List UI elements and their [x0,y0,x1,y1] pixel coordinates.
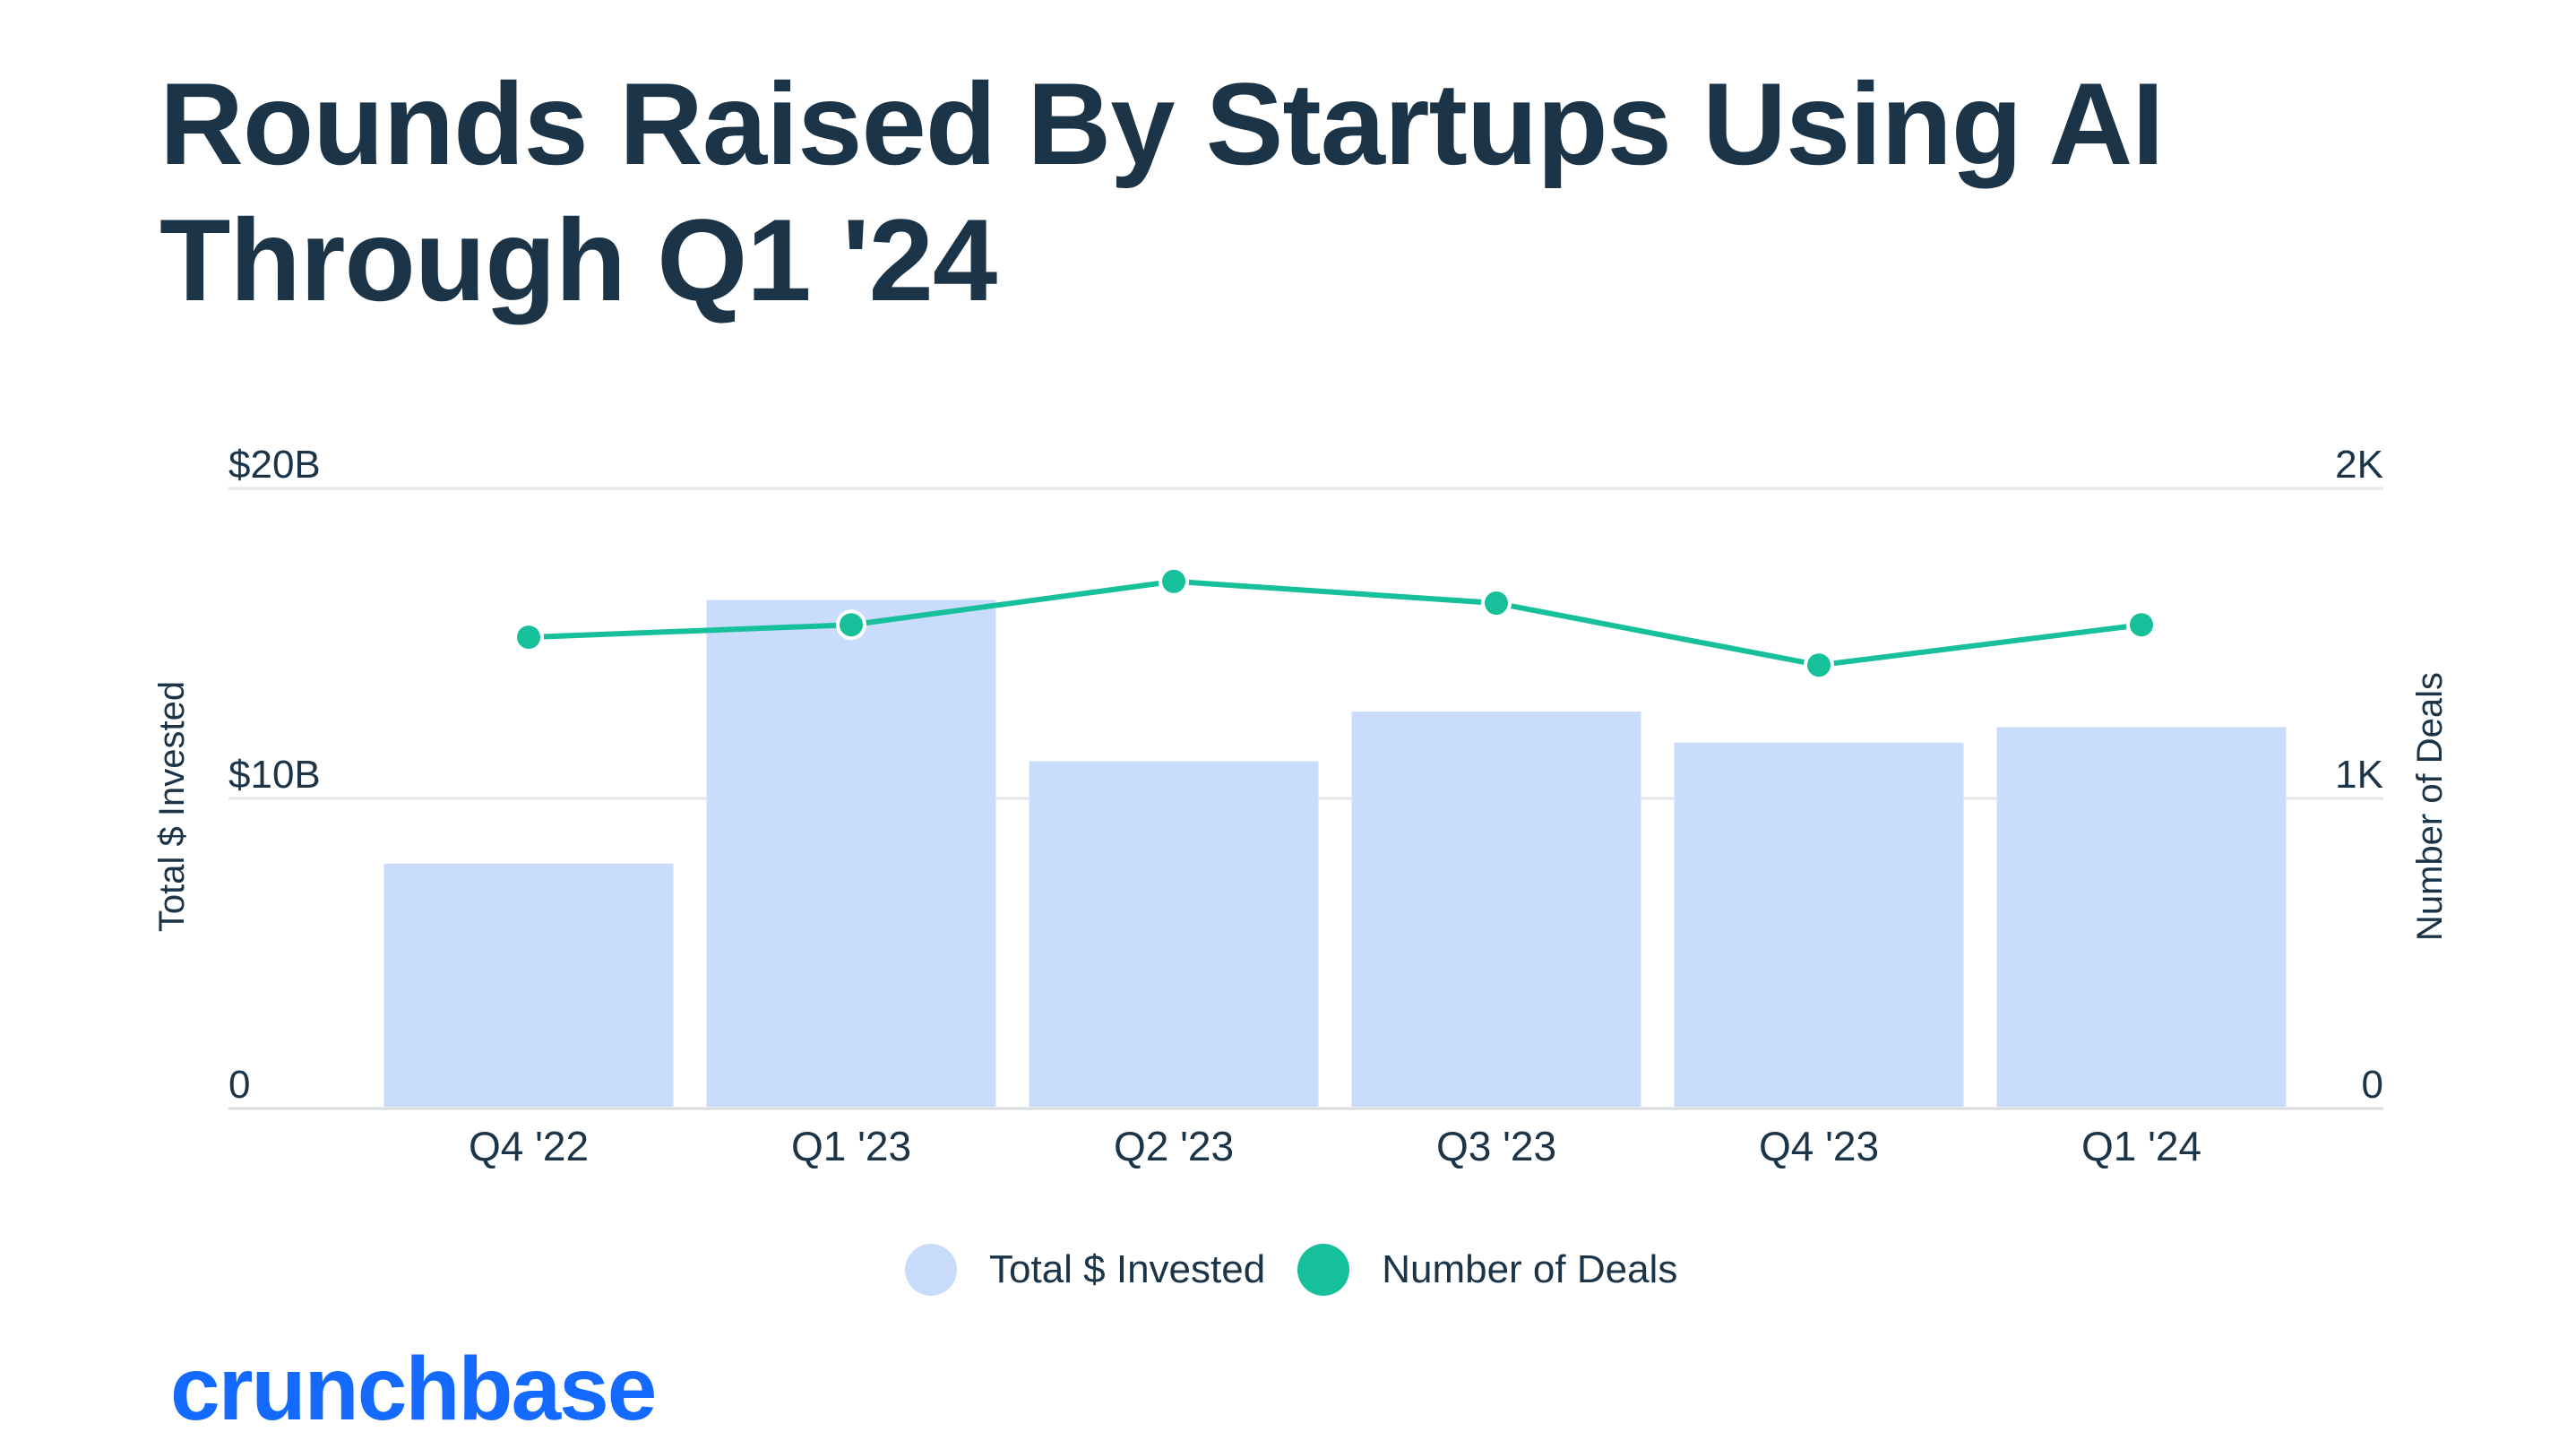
legend-swatch-bar [905,1244,957,1296]
legend-item-bar-series: Total $ Invested [905,1244,1265,1296]
bar-total-invested [1029,761,1319,1107]
x-tick-label: Q4 '23 [1759,1123,1879,1169]
legend-label-bar-series: Total $ Invested [989,1247,1266,1291]
y2-tick-label: 2K [2335,443,2383,487]
chart-title: Rounds Raised By Startups Using AI Throu… [159,58,2165,325]
point-number-of-deals [513,622,544,653]
x-tick-label: Q1 '24 [2081,1123,2201,1169]
bar-total-invested [1674,742,1964,1107]
x-tick-label: Q2 '23 [1114,1123,1234,1169]
crunchbase-logo: crunchbase [170,1339,657,1439]
bar-total-invested [706,599,996,1107]
point-number-of-deals [836,609,866,641]
chart-legend: Total $ Invested Number of Deals [905,1244,1710,1296]
x-tick-label: Q1 '23 [791,1123,911,1169]
legend-item-line-series: Number of Deals [1297,1244,1677,1296]
y2-axis-title: Number of Deals [2410,672,2450,941]
y2-tick-label: 1K [2335,753,2383,797]
point-number-of-deals [2126,609,2157,641]
x-tick-label: Q3 '23 [1436,1123,1556,1169]
y2-tick-label: 0 [2362,1063,2383,1107]
line-number-of-deals [526,578,2144,668]
point-number-of-deals [1159,565,1189,597]
legend-label-line-series: Number of Deals [1382,1247,1678,1291]
legend-swatch-line [1297,1244,1350,1296]
y-tick-label: 0 [228,1063,250,1107]
bar-total-invested [1351,712,1641,1107]
y-axis-title: Total $ Invested [152,681,192,932]
x-tick-label: Q4 '22 [469,1123,589,1169]
bar-total-invested [383,863,674,1107]
y-tick-label: $10B [228,753,321,797]
point-number-of-deals [1804,650,1834,681]
y-tick-label: $20B [228,443,321,487]
point-number-of-deals [1481,588,1512,619]
bar-total-invested [1996,727,2287,1107]
